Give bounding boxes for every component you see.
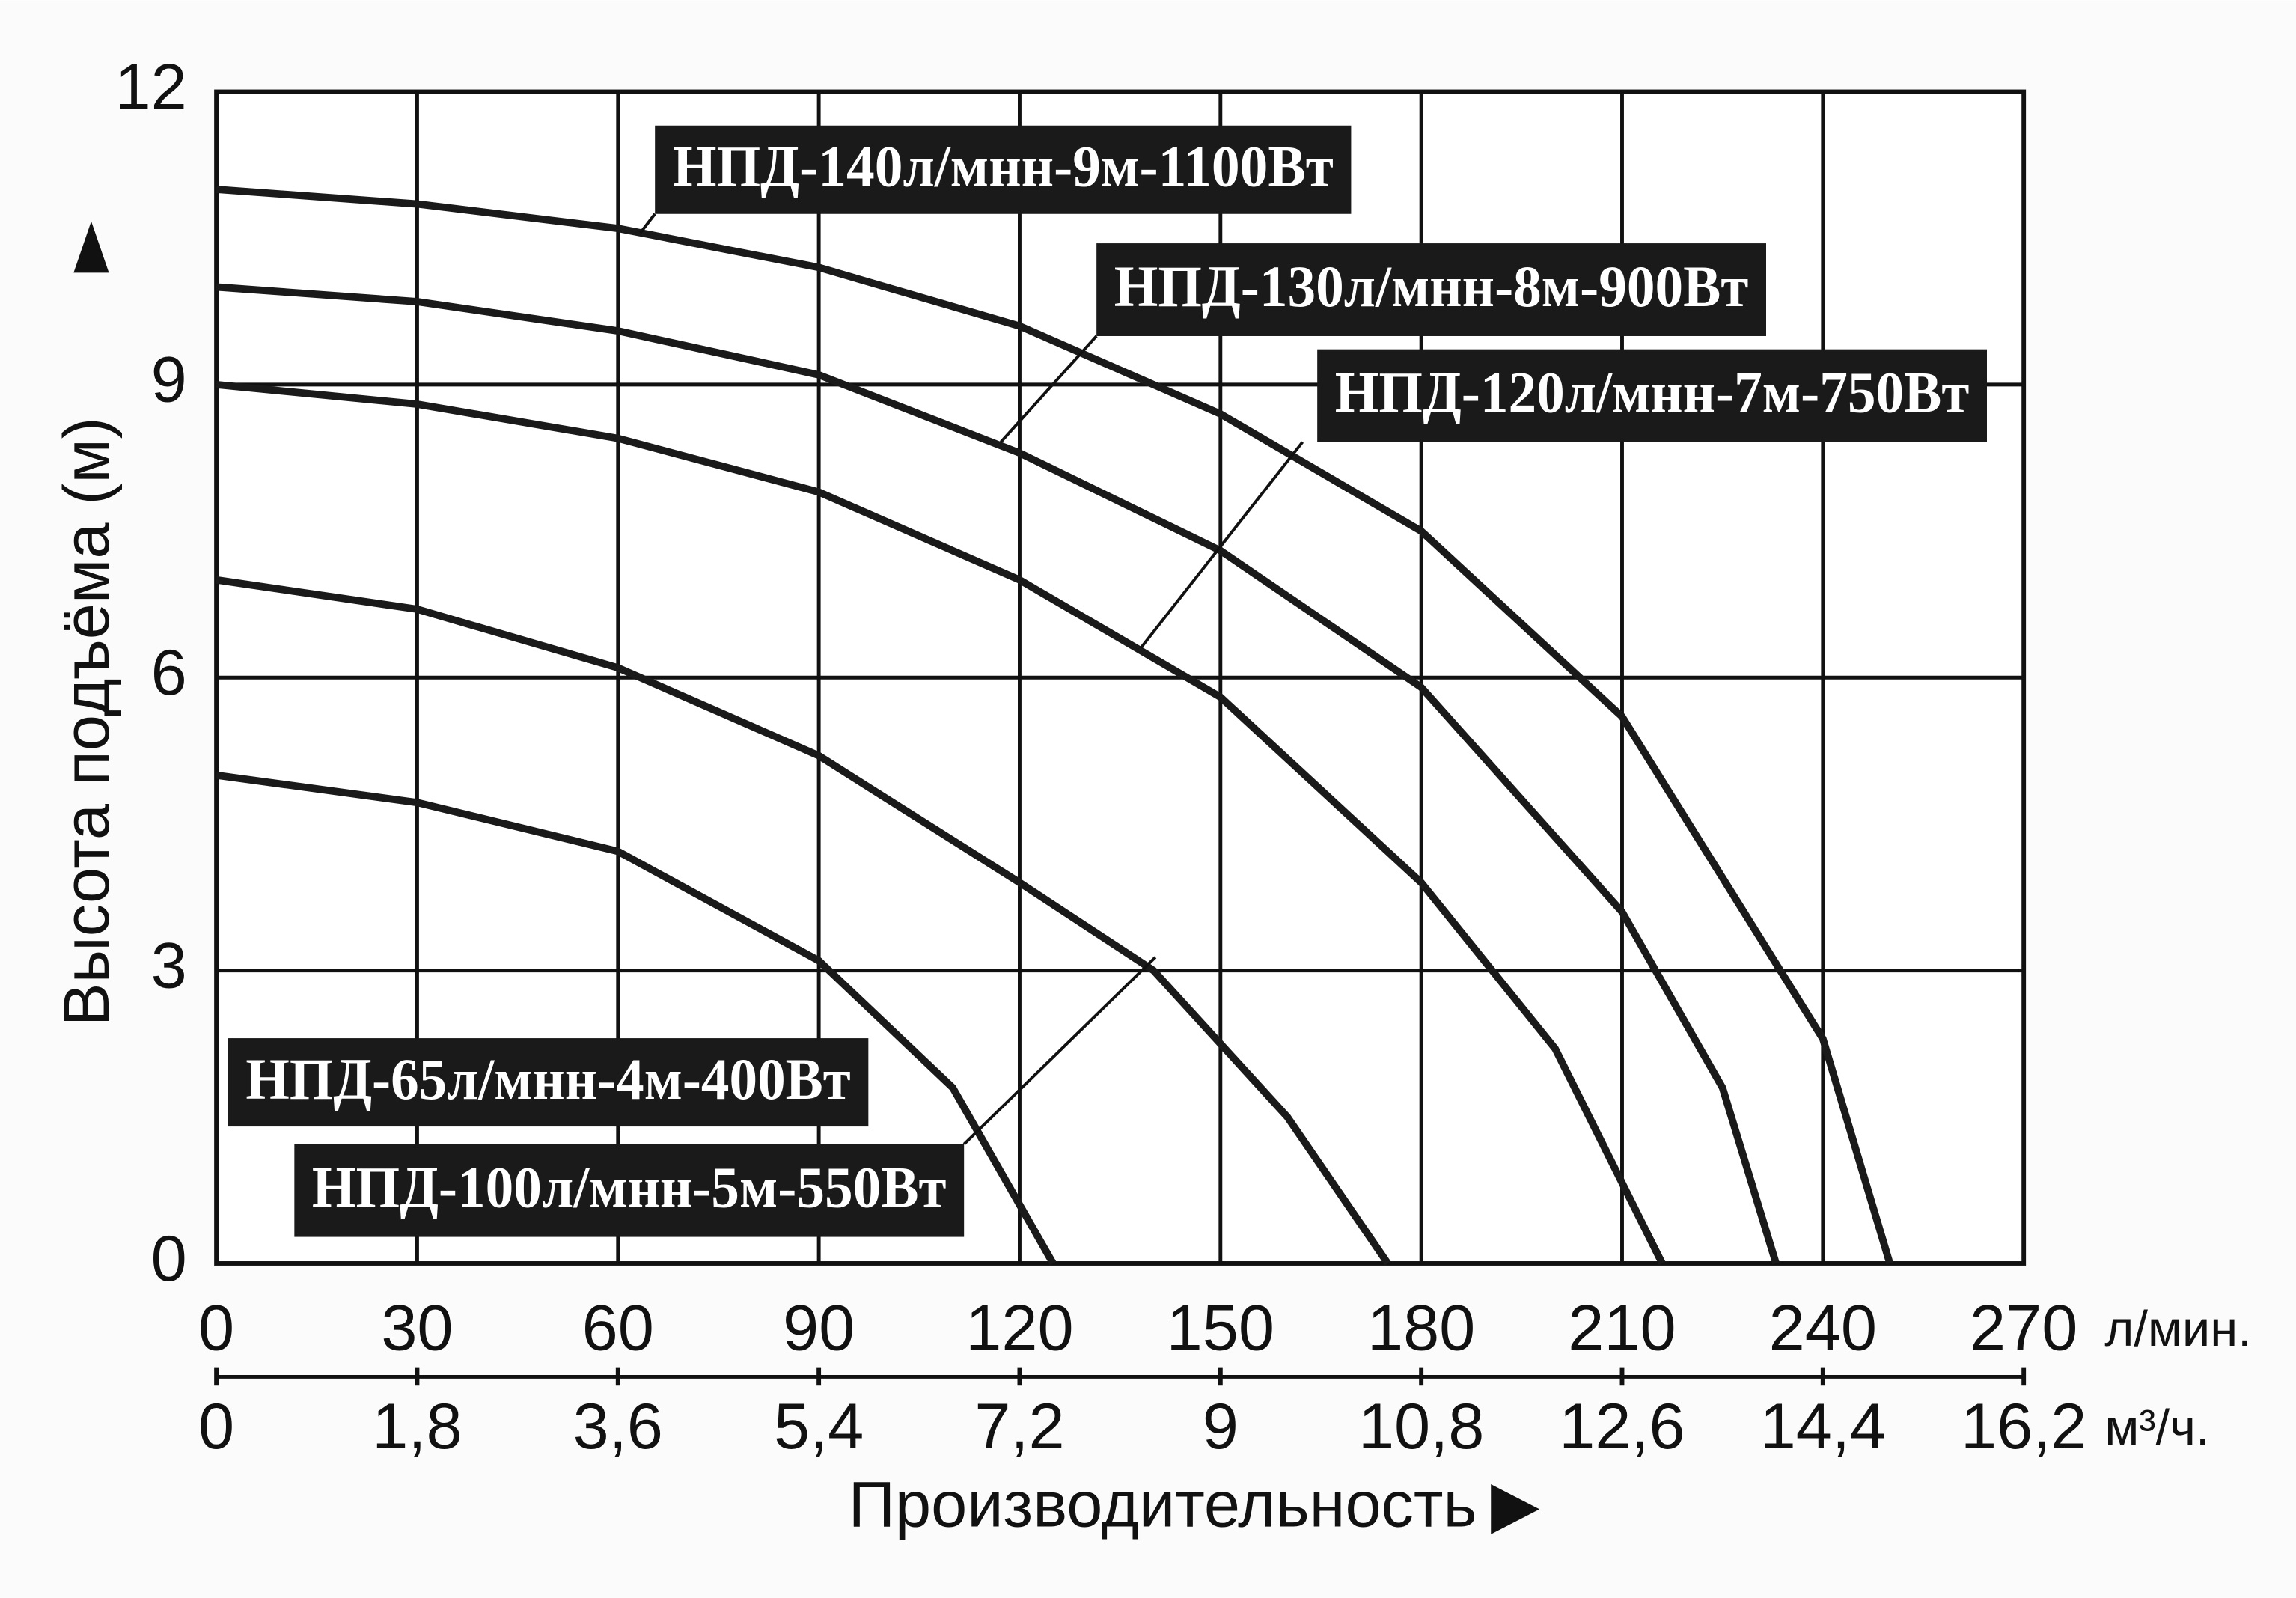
arrow-up [73,221,109,273]
x-tick-label: 150 [1167,1292,1274,1364]
label-box [1096,243,1766,336]
leader-line [962,956,1157,1146]
x-axis-label: Производительность [849,1469,1477,1540]
x-tick-label: 90 [783,1292,855,1364]
curve [216,380,1666,1266]
x-tick-label: 120 [965,1292,1073,1364]
leader-line [999,335,1098,443]
x-tick-label: 270 [1970,1292,2077,1364]
arrow-right [1491,1483,1540,1534]
y-axis-label: Высота подъёма (м) [51,417,123,1026]
y-tick-label: 0 [151,1223,187,1295]
curve [216,576,1391,1266]
x2-tick-label: 10,8 [1358,1391,1484,1463]
y-tick-label: 9 [151,344,187,416]
label-box [294,1144,965,1237]
x2-tick-label: 16,2 [1961,1391,2086,1463]
x2-tick-label: 1,8 [372,1391,462,1463]
x2-tick-label: 12,6 [1559,1391,1685,1463]
x-tick-label: 0 [198,1292,234,1364]
x2-tick-label: 5,4 [774,1391,864,1463]
x-unit: л/мин. [2104,1301,2251,1357]
x-tick-label: 60 [582,1292,654,1364]
curve [216,186,1893,1265]
label-box [1317,349,1987,442]
y-tick-label: 12 [115,51,187,123]
y-tick-label: 6 [151,637,187,709]
label-box [228,1038,869,1127]
x2-tick-label: 9 [1203,1391,1239,1463]
x-tick-label: 30 [381,1292,453,1364]
legend-label: НПД-100л/мнн-5м-550Вт [312,1156,947,1221]
x2-tick-label: 7,2 [974,1391,1064,1463]
y-tick-label: 3 [151,930,187,1001]
x2-tick-label: 14,4 [1760,1391,1886,1463]
legend-label: НПД-120л/мнн-7м-750Вт [1335,361,1970,426]
leader-line [638,213,656,234]
legend-label: НПД-130л/мнн-8м-900Вт [1114,254,1749,320]
x-tick-label: 240 [1769,1292,1877,1364]
x2-tick-label: 0 [198,1391,234,1463]
legend-label: НПД-140л/мнн-9м-1100Вт [673,135,1334,200]
leader-line [1139,441,1304,650]
curve [216,283,1780,1265]
x2-tick-label: 3,6 [573,1391,663,1463]
legend-label: НПД-65л/мнн-4м-400Вт [245,1047,850,1112]
label-box [655,125,1352,214]
x-tick-label: 180 [1367,1292,1475,1364]
x2-unit: м³/ч. [2104,1400,2209,1456]
curve [216,771,1057,1266]
x-tick-label: 210 [1568,1292,1676,1364]
